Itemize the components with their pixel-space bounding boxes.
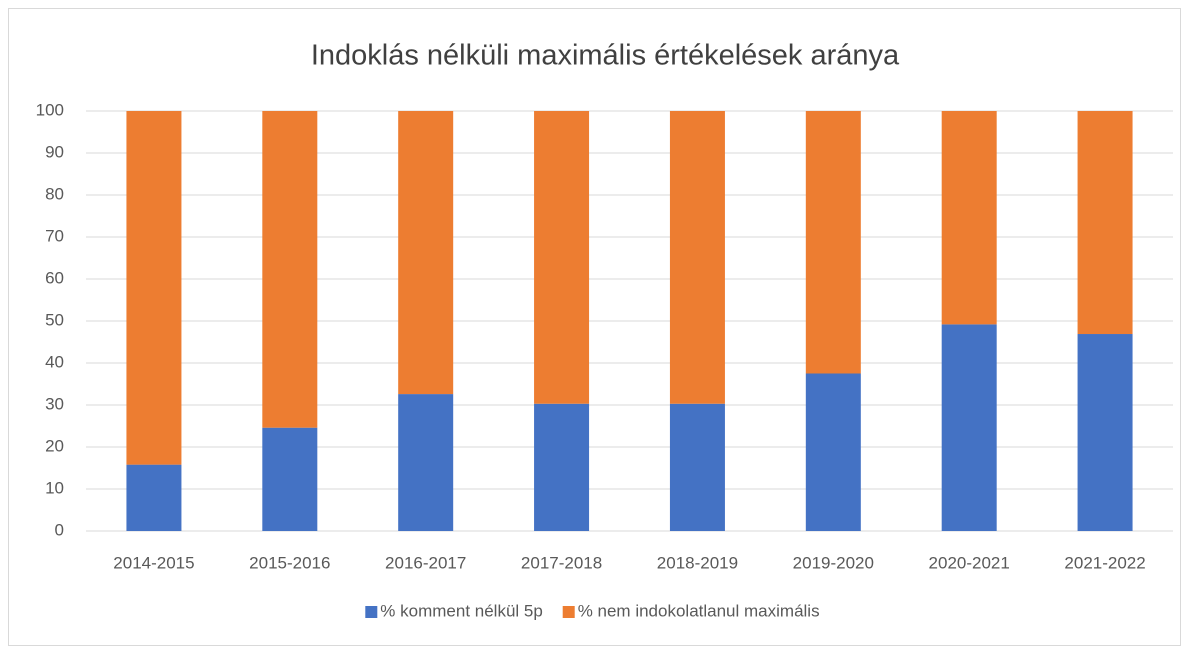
bar xyxy=(669,111,725,404)
bar xyxy=(534,111,590,404)
bar xyxy=(262,427,318,531)
bar xyxy=(126,111,182,465)
x-tick-label: 2015-2016 xyxy=(249,553,330,572)
y-tick-label: 80 xyxy=(45,184,64,203)
bar xyxy=(262,111,318,428)
bar xyxy=(398,111,454,395)
x-tick-label: 2019-2020 xyxy=(793,553,874,572)
bar xyxy=(534,403,590,531)
y-tick-label: 70 xyxy=(45,226,64,245)
y-tick-label: 50 xyxy=(45,310,64,329)
y-tick-label: 10 xyxy=(45,478,64,497)
bar xyxy=(669,403,725,531)
chart-frame xyxy=(8,8,1181,646)
x-tick-label: 2021-2022 xyxy=(1064,553,1145,572)
bar xyxy=(805,111,861,374)
x-tick-label: 2014-2015 xyxy=(113,553,194,572)
x-tick-label: 2017-2018 xyxy=(521,553,602,572)
y-tick-label: 100 xyxy=(36,100,64,119)
x-tick-label: 2020-2021 xyxy=(929,553,1010,572)
bar xyxy=(1077,334,1133,531)
chart-title: Indoklás nélküli maximális értékelések a… xyxy=(311,40,900,72)
y-tick-label: 20 xyxy=(45,436,64,455)
y-tick-label: 60 xyxy=(45,268,64,287)
bar xyxy=(941,324,997,531)
legend-label: % komment nélkül 5p xyxy=(380,601,543,620)
bar xyxy=(805,373,861,531)
y-tick-label: 0 xyxy=(55,520,64,539)
bar xyxy=(941,111,997,325)
bar xyxy=(126,464,182,531)
bar xyxy=(398,394,454,531)
y-tick-label: 90 xyxy=(45,142,64,161)
legend-swatch xyxy=(562,606,575,618)
y-tick-label: 40 xyxy=(45,352,64,371)
legend-swatch xyxy=(365,606,378,618)
bar xyxy=(1077,111,1133,335)
y-tick-label: 30 xyxy=(45,394,64,413)
x-tick-label: 2018-2019 xyxy=(657,553,738,572)
legend-label: % nem indokolatlanul maximális xyxy=(578,601,820,620)
x-tick-label: 2016-2017 xyxy=(385,553,466,572)
